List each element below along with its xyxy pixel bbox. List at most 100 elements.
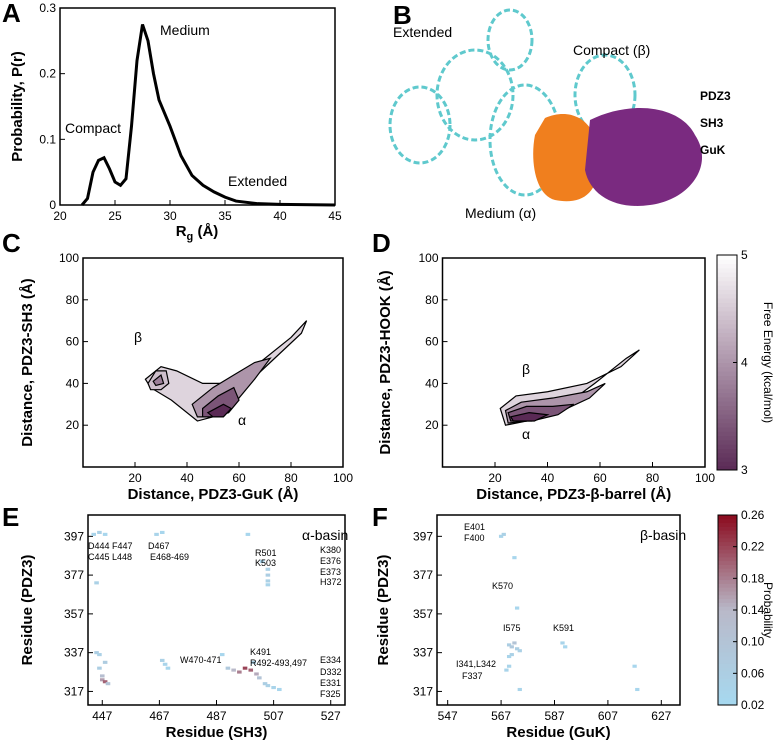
x-tick-label: 100 <box>333 471 353 485</box>
annotation: I341,L342 <box>456 659 496 669</box>
colorbar-step <box>718 651 737 657</box>
contact-cell <box>254 672 259 676</box>
colorbar-step <box>717 319 737 325</box>
y-tick-label: 80 <box>425 293 439 307</box>
contact-cell <box>97 666 102 670</box>
y-tick-label: 357 <box>413 607 433 621</box>
legend-label: SH3 <box>700 116 724 130</box>
colorbar-step <box>717 409 737 415</box>
annotation: F400 <box>464 533 485 543</box>
colorbar-step <box>717 341 737 346</box>
annotation: β <box>134 329 142 345</box>
annotation: β <box>522 361 530 377</box>
y-tick-label: 377 <box>413 568 433 582</box>
colorbar-step <box>717 366 737 372</box>
plot-frame <box>87 514 346 706</box>
contour-level <box>206 403 233 418</box>
contact-cell <box>99 678 105 682</box>
annotation: α <box>522 426 530 442</box>
panel-label: F <box>372 502 388 532</box>
contact-cell <box>265 583 271 587</box>
colorbar-step <box>718 568 737 573</box>
contact-cell <box>514 606 520 610</box>
colorbar-step <box>717 267 737 273</box>
contact-cell <box>265 567 271 571</box>
y-tick-label: 100 <box>59 251 79 265</box>
contour-level <box>144 320 308 422</box>
contact-cell <box>102 660 108 664</box>
colorbar-step <box>718 572 737 577</box>
contact-cell <box>509 653 514 657</box>
colorbar-step <box>718 617 737 622</box>
annotation: α-basin <box>302 527 348 543</box>
colorbar-step <box>717 444 737 449</box>
colorbar-step <box>717 414 737 419</box>
contact-cell <box>512 641 517 645</box>
plot-border <box>82 257 344 468</box>
contact-cell <box>506 654 512 659</box>
annotation: C445 L448 <box>88 552 132 562</box>
colorbar-step <box>718 659 737 664</box>
y-tick-label: 397 <box>413 529 433 543</box>
x-axis-label: Residue (GuK) <box>506 724 610 741</box>
annotation: E401 <box>464 522 485 532</box>
contact-cell <box>231 668 236 672</box>
colorbar-step <box>718 625 737 630</box>
colorbar-step <box>717 392 737 398</box>
colorbar-step <box>717 272 737 277</box>
colorbar-step <box>718 545 737 550</box>
colorbar-step <box>718 689 737 695</box>
x-tick-label: 20 <box>53 209 67 223</box>
colorbar-step <box>717 358 737 363</box>
colorbar-step <box>718 579 737 584</box>
contact-cell <box>165 666 171 670</box>
colorbar-step <box>718 606 737 611</box>
colorbar-step <box>718 553 737 558</box>
pdz3-cartoon <box>486 8 534 72</box>
contact-cell <box>248 668 254 672</box>
annotation: K491 <box>250 647 271 657</box>
pdz3-cartoon <box>388 85 452 165</box>
contact-cell <box>94 651 99 655</box>
annotation: D332 <box>320 667 342 677</box>
x-label-sub: g <box>187 231 194 243</box>
annotation: H372 <box>320 577 342 587</box>
y-tick-label: 0.2 <box>39 67 56 81</box>
colorbar-step <box>717 439 737 445</box>
colorbar-step <box>717 384 737 389</box>
colorbar-step <box>718 701 737 706</box>
colorbar-step <box>718 655 737 660</box>
annotation: E334 <box>320 655 341 665</box>
annotation: Compact (β) <box>573 42 650 58</box>
colorbar-step <box>717 461 737 467</box>
y-tick-label: 337 <box>64 646 84 660</box>
colorbar-step <box>717 259 737 265</box>
colorbar-step <box>717 306 737 312</box>
panel-label: E <box>2 502 19 532</box>
colorbar-step <box>718 591 737 596</box>
colorbar-step <box>717 396 737 402</box>
colorbar-step <box>717 328 737 333</box>
x-tick-label: 20 <box>128 471 142 485</box>
contact-cell <box>514 647 520 651</box>
colorbar-step <box>717 336 737 342</box>
contact-cell <box>251 660 256 664</box>
annotation: Extended <box>393 24 452 40</box>
colorbar-step <box>718 594 737 600</box>
y-axis-label: Distance, PDZ3-SH3 (Å) <box>19 278 36 446</box>
annotation: Extended <box>228 173 287 189</box>
y-tick-label: 20 <box>425 418 439 432</box>
contact-cell <box>504 668 509 672</box>
colorbar-step <box>718 644 737 649</box>
y-tick-label: 80 <box>66 293 80 307</box>
contact-cell <box>271 686 276 690</box>
plot-frame <box>59 7 336 206</box>
colorbar-step <box>717 263 737 269</box>
contact-cell <box>517 687 522 692</box>
contact-cell <box>97 530 102 534</box>
plot-border <box>87 514 346 706</box>
colorbar-step <box>718 575 737 581</box>
contact-cell <box>517 649 522 653</box>
contact-cell <box>501 532 506 536</box>
colorbar-step <box>718 541 737 546</box>
